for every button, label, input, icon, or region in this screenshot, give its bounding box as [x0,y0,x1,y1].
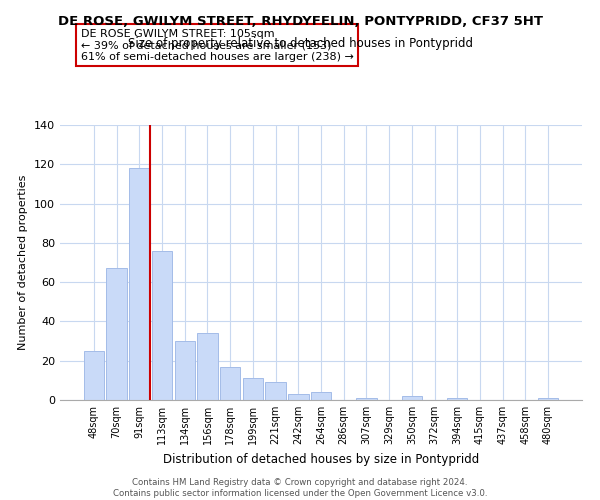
Bar [401,396,422,400]
Bar [288,394,308,400]
Text: DE ROSE GWILYM STREET: 105sqm
← 39% of detached houses are smaller (153)
61% of : DE ROSE GWILYM STREET: 105sqm ← 39% of d… [81,28,354,62]
Bar [129,168,149,400]
Bar [356,398,377,400]
Bar [265,382,286,400]
Bar [220,366,241,400]
Bar [197,333,218,400]
Bar [175,341,195,400]
X-axis label: Distribution of detached houses by size in Pontypridd: Distribution of detached houses by size … [163,452,479,466]
Y-axis label: Number of detached properties: Number of detached properties [19,175,28,350]
Bar [447,398,467,400]
Bar [106,268,127,400]
Text: Size of property relative to detached houses in Pontypridd: Size of property relative to detached ho… [128,38,473,51]
Bar [84,351,104,400]
Bar [242,378,263,400]
Text: Contains HM Land Registry data © Crown copyright and database right 2024.
Contai: Contains HM Land Registry data © Crown c… [113,478,487,498]
Bar [311,392,331,400]
Bar [152,250,172,400]
Text: DE ROSE, GWILYM STREET, RHYDYFELIN, PONTYPRIDD, CF37 5HT: DE ROSE, GWILYM STREET, RHYDYFELIN, PONT… [58,15,542,28]
Bar [538,398,558,400]
